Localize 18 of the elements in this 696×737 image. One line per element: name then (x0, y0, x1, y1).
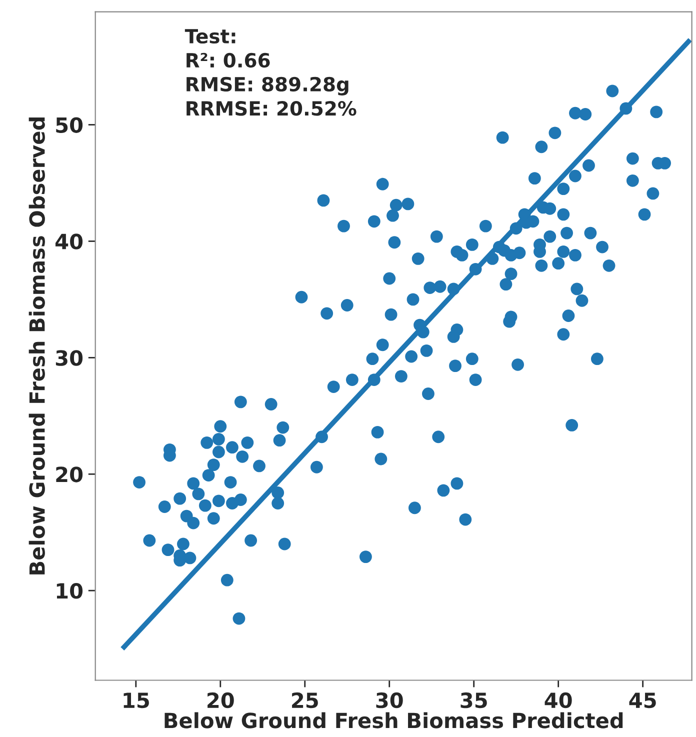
x-tick-label: 15 (124, 692, 149, 708)
y-tick-label: 30 (56, 350, 83, 366)
x-tick-label: 25 (292, 692, 318, 708)
x-axis-title: Below Ground Fresh Biomass Predicted (164, 712, 623, 728)
y-axis-title: Below Ground Fresh Biomass Observed (28, 118, 45, 574)
x-tick-label: 40 (544, 692, 572, 708)
y-tick-label: 50 (56, 117, 83, 133)
annotation: RMSE: 889.28g (186, 76, 348, 96)
annotation: R²: 0.66 (186, 52, 270, 68)
annotation: RRMSE: 20.52% (186, 101, 356, 116)
x-tick-label: 35 (460, 692, 487, 708)
x-tick-label: 45 (629, 692, 656, 708)
y-tick-label: 40 (55, 234, 83, 250)
annotation: Test: (184, 29, 236, 44)
x-tick-label: 20 (208, 692, 234, 708)
y-tick-label: 10 (56, 583, 83, 599)
x-tick-label: 30 (376, 692, 403, 708)
y-tick-label: 20 (56, 466, 83, 482)
